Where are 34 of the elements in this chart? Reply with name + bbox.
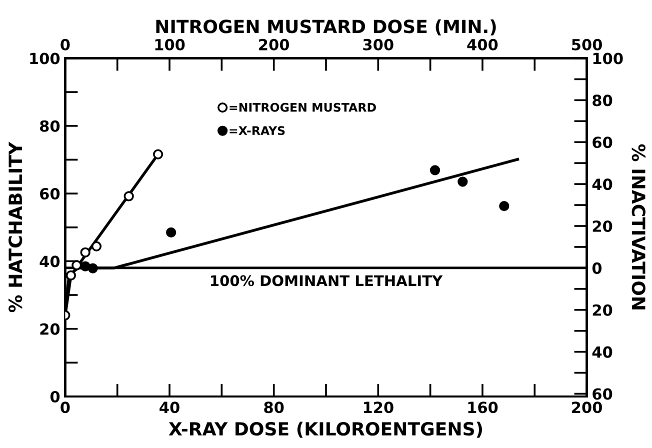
- x-tick-label: 200: [572, 402, 602, 414]
- x-tick-label: 0: [60, 402, 70, 414]
- y2-axis-title: % INACTIVATION: [632, 144, 646, 310]
- y2-tick-label: 0: [592, 262, 602, 274]
- ref-line-label: 100% DOMINANT LETHALITY: [211, 275, 443, 286]
- x-tick-label: 40: [160, 402, 180, 414]
- x2-tick-label: 500: [572, 38, 602, 50]
- y-tick-label: 60: [40, 188, 60, 200]
- y-axis-title: % HATCHABILITY: [8, 142, 22, 312]
- x-axis-title: X-RAY DOSE (KILOROENTGENS): [168, 422, 482, 438]
- y-tick-label: 80: [40, 120, 60, 132]
- y-tick-label: 0: [50, 390, 60, 402]
- y-tick-label: 40: [40, 256, 60, 268]
- y2-tick-label: 40: [592, 178, 612, 190]
- y2-tick-label: 60: [592, 388, 612, 400]
- x-tick-label: 120: [364, 402, 394, 414]
- x-tick-label: 80: [264, 402, 284, 414]
- y2-tick-label: 60: [592, 136, 612, 148]
- legend-label: =NITROGEN MUSTARD: [230, 102, 376, 112]
- x2-axis-title: NITROGEN MUSTARD DOSE (MIN.): [156, 19, 496, 36]
- y2-tick-label: 80: [592, 94, 612, 106]
- legend-label: =X-RAYS: [230, 126, 285, 136]
- x2-tick-label: 300: [363, 38, 394, 50]
- y2-tick-label: 100: [593, 52, 623, 64]
- y2-tick-label: 40: [592, 346, 612, 358]
- x2-tick-label: 0: [60, 38, 70, 50]
- y2-tick-label: 20: [592, 304, 612, 316]
- y-tick-label: 100: [30, 52, 60, 64]
- y2-tick-label: 20: [592, 220, 612, 232]
- x2-tick-label: 400: [467, 38, 498, 50]
- x2-tick-label: 200: [259, 38, 290, 50]
- x2-tick-label: 100: [155, 38, 185, 50]
- y-tick-label: 20: [40, 323, 60, 335]
- x-tick-label: 160: [468, 402, 498, 414]
